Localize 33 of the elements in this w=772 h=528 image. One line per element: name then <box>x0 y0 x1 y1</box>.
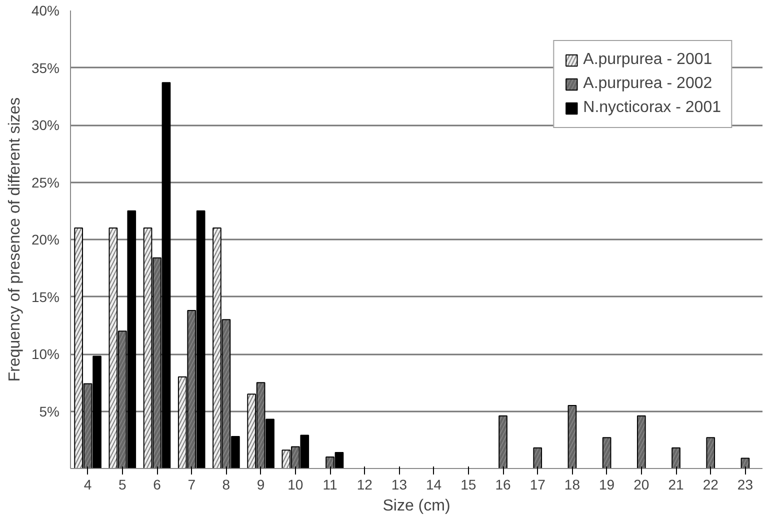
legend-label: N.nycticorax - 2001 <box>583 99 721 117</box>
x-tick-label: 20 <box>634 476 650 492</box>
y-tick-label: 40% <box>31 2 60 18</box>
x-tick-label: 5 <box>118 476 127 492</box>
x-tick-label: 10 <box>288 476 304 492</box>
x-tick-label: 21 <box>668 476 684 492</box>
y-tick-label: 35% <box>31 60 60 76</box>
x-tick-label: 8 <box>222 476 230 492</box>
x-tick-label: 17 <box>530 476 546 492</box>
y-tick-label: 30% <box>31 117 60 133</box>
x-tick-label: 22 <box>702 476 719 492</box>
legend-label: A.purpurea - 2001 <box>583 51 712 69</box>
y-tick-label: 25% <box>31 174 60 190</box>
x-tick-label: 6 <box>153 476 162 492</box>
y-tick-label: 20% <box>31 232 60 248</box>
x-tick-label: 14 <box>426 476 442 492</box>
x-axis-title: Size (cm) <box>382 498 450 514</box>
x-tick-label: 19 <box>599 476 615 492</box>
y-axis-title: Frequency of presence of different sizes <box>6 97 24 382</box>
y-tick-label: 15% <box>31 288 60 305</box>
x-tick-label: 11 <box>322 476 338 492</box>
x-tick-label: 18 <box>564 476 580 492</box>
x-tick-label: 16 <box>495 476 511 492</box>
y-tick-label: 10% <box>31 346 60 362</box>
x-tick-label: 9 <box>256 476 265 492</box>
y-tick-label: 5% <box>39 403 60 420</box>
x-tick-label: 23 <box>737 476 754 492</box>
x-tick-label: 12 <box>356 476 373 492</box>
legend-label: A.purpurea - 2002 <box>583 75 712 93</box>
x-tick-label: 15 <box>460 476 476 492</box>
x-tick-label: 13 <box>391 476 408 492</box>
x-tick-label: 7 <box>188 476 196 492</box>
x-tick-label: 4 <box>84 476 92 492</box>
